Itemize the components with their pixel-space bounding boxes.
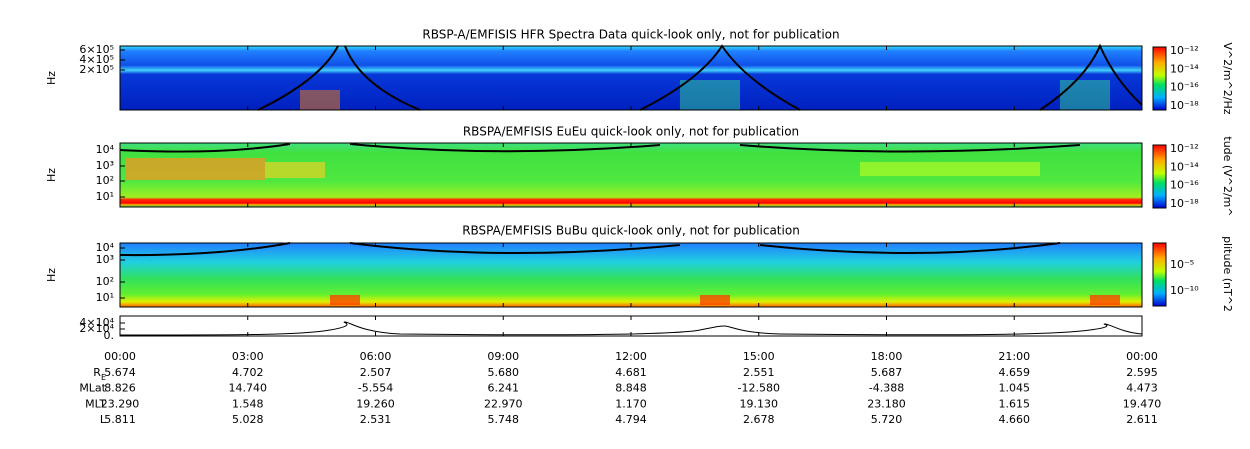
ephemeris-value: -12.580 (738, 382, 780, 395)
ephemeris-value: 5.028 (232, 413, 264, 426)
x-tick-label: 12:00 (615, 350, 647, 363)
ephemeris-value: 2.551 (743, 366, 775, 379)
y-tick-label: 4×10⁵ (79, 53, 114, 66)
y-tick-label: 2×10⁴ (79, 322, 114, 335)
panel-title: RBSPA/EMFISIS EuEu quick-look only, not … (463, 125, 799, 139)
y-tick-label: 10⁴ (96, 143, 115, 156)
ephemeris-value: 5.748 (488, 413, 520, 426)
ephemeris-value: 5.811 (104, 413, 136, 426)
y-tick-label: 6×10⁵ (79, 43, 114, 56)
ephemeris-value: 1.615 (999, 397, 1031, 410)
y-tick-label: 4×10⁴ (79, 316, 114, 329)
ephemeris-label: L (100, 413, 107, 426)
ephemeris-value: 5.680 (488, 366, 520, 379)
y-tick-label: 10² (96, 275, 114, 288)
colorbar-tick-label: 10⁻¹² (1170, 44, 1199, 57)
y-axis-label: Hz (45, 268, 58, 282)
spectrogram (120, 243, 1142, 307)
y-tick-label: 10² (96, 174, 114, 187)
ephemeris-label-sub: E (101, 373, 106, 382)
colorbar-label: plitude (nT^2 (1221, 236, 1234, 312)
ephemeris-value: 8.826 (104, 382, 136, 395)
colorbar-tick-label: 10⁻¹⁶ (1170, 81, 1199, 94)
ephemeris-value: 14.740 (229, 382, 268, 395)
ephemeris-value: 4.660 (999, 413, 1031, 426)
colorbar-tick-label: 10⁻⁵ (1170, 258, 1194, 271)
ephemeris-label: MLat (79, 382, 106, 395)
ephemeris-value: 2.611 (1126, 413, 1158, 426)
x-tick-label: 06:00 (360, 350, 392, 363)
ephemeris-value: 4.702 (232, 366, 264, 379)
ephemeris-value: 19.470 (1123, 397, 1162, 410)
spectrogram (120, 143, 1142, 207)
ephemeris-value: 2.678 (743, 413, 775, 426)
ephemeris-value: -4.388 (869, 382, 904, 395)
ephemeris-value: 2.531 (360, 413, 392, 426)
y-tick-label: 2×10⁵ (79, 63, 114, 76)
y-tick-label: 10³ (96, 253, 114, 266)
colorbar-tick-label: 10⁻¹⁸ (1170, 197, 1199, 210)
ephemeris-value: 1.548 (232, 397, 264, 410)
ephemeris-value: 4.794 (615, 413, 647, 426)
ephemeris-label: MLat (79, 382, 106, 395)
colorbar-tick-label: 10⁻¹⁰ (1170, 284, 1199, 297)
colorbar-tick-label: 10⁻¹⁴ (1170, 62, 1199, 75)
colorbar-label: V^2/m^2/Hz (1221, 42, 1234, 114)
ephemeris-value: 19.130 (740, 397, 779, 410)
colorbar-tick-label: 10⁻¹⁴ (1170, 160, 1199, 173)
x-tick-label: 15:00 (743, 350, 775, 363)
ephemeris-value: 2.595 (1126, 366, 1158, 379)
ephemeris-label: RE (93, 366, 106, 382)
ephemeris-value: 6.241 (488, 382, 520, 395)
ephemeris-value: 4.681 (615, 366, 647, 379)
x-tick-label: 21:00 (998, 350, 1030, 363)
colorbar-tick-label: 10⁻¹⁸ (1170, 99, 1199, 112)
ephemeris-value: 4.659 (999, 366, 1031, 379)
y-tick-label: 10⁴ (96, 241, 115, 254)
colorbar-tick-label: 10⁻¹⁶ (1170, 179, 1199, 192)
x-tick-label: 00:00 (1126, 350, 1158, 363)
ephemeris-value: 1.170 (615, 397, 647, 410)
ephemeris-value: 22.970 (484, 397, 523, 410)
panel-title: RBSPA/EMFISIS BuBu quick-look only, not … (462, 224, 800, 238)
ephemeris-value: 5.720 (871, 413, 903, 426)
ephemeris-label: MLT (85, 397, 106, 410)
ephemeris-value: 19.260 (356, 397, 395, 410)
ephemeris-value: 8.848 (615, 382, 647, 395)
x-tick-label: 00:00 (104, 350, 136, 363)
x-tick-label: 18:00 (871, 350, 903, 363)
panel-title: RBSP-A/EMFISIS HFR Spectra Data quick-lo… (422, 28, 839, 42)
orbit-line (119, 321, 1143, 336)
y-axis-label: Hz (45, 71, 58, 85)
ephemeris-value: 23.180 (867, 397, 906, 410)
ephemeris-label: L (100, 413, 107, 426)
ephemeris-value: 5.674 (104, 366, 136, 379)
y-axis-label: Hz (45, 168, 58, 182)
ephemeris-value: 1.045 (999, 382, 1031, 395)
x-tick-label: 09:00 (487, 350, 519, 363)
ephemeris-value: 2.507 (360, 366, 392, 379)
ephemeris-value: 23.290 (101, 397, 140, 410)
colorbar-label: tude (V^2/m^ (1221, 136, 1234, 216)
y-tick-label: 0. (104, 329, 115, 342)
y-tick-label: 10¹ (96, 291, 114, 304)
y-tick-label: 10¹ (96, 190, 114, 203)
ephemeris-label: R (93, 366, 101, 379)
ephemeris-value: -5.554 (358, 382, 393, 395)
y-tick-label: 10³ (96, 159, 114, 172)
x-tick-label: 03:00 (232, 350, 264, 363)
ephemeris-value: 5.687 (871, 366, 903, 379)
spectrogram (120, 46, 1142, 110)
ephemeris-label: MLT (85, 397, 106, 410)
colorbar-tick-label: 10⁻¹² (1170, 142, 1199, 155)
ephemeris-value: 4.473 (1126, 382, 1158, 395)
